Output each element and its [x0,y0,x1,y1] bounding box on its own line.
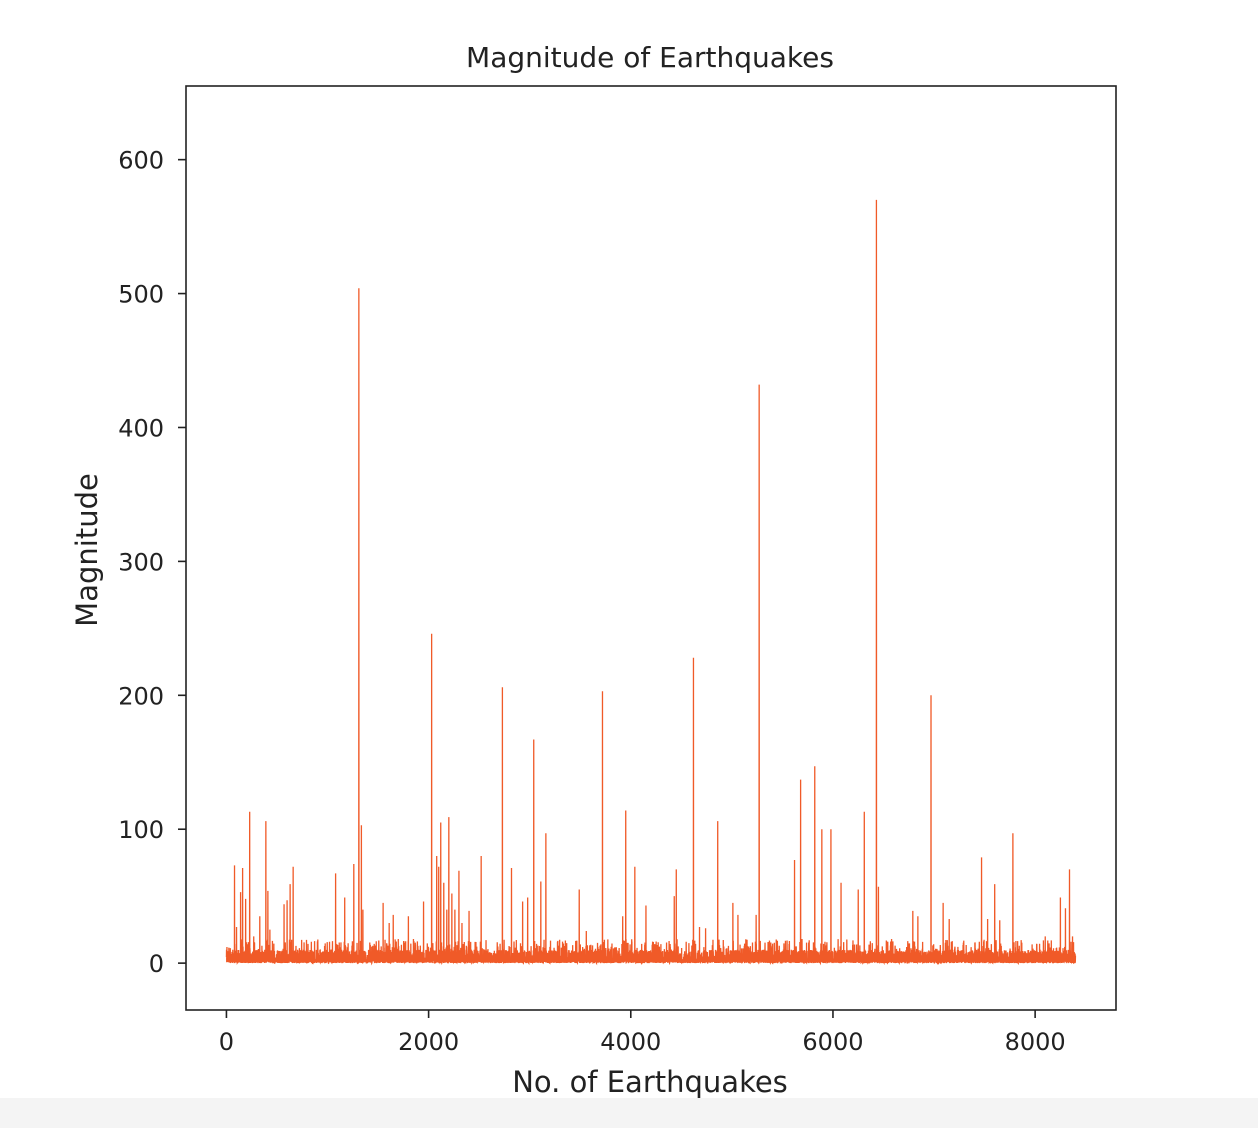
x-tick-label: 0 [219,1028,234,1056]
chart-title: Magnitude of Earthquakes [466,41,834,74]
plot-frame [185,85,1117,1011]
y-axis-ticks: 0 100 200 300 400 500 600 [118,147,186,978]
x-tick-label: 2000 [398,1028,459,1056]
y-axis-label: Magnitude [70,473,104,627]
y-tick-label: 500 [118,281,164,309]
x-axis-ticks: 0 2000 4000 6000 8000 [219,1010,1066,1056]
y-tick-label: 400 [118,414,164,442]
x-tick-label: 6000 [802,1028,863,1056]
y-tick-label: 300 [118,548,164,576]
y-tick-label: 0 [149,950,164,978]
x-tick-label: 8000 [1005,1028,1066,1056]
y-tick-label: 200 [118,682,164,710]
magnitude-series-line [225,199,1077,966]
series-layer [225,199,1077,966]
y-tick-label: 600 [118,147,164,175]
y-tick-label: 100 [118,816,164,844]
x-tick-label: 4000 [600,1028,661,1056]
bottom-strip [0,1098,1258,1128]
x-axis-label: No. of Earthquakes [512,1065,788,1099]
